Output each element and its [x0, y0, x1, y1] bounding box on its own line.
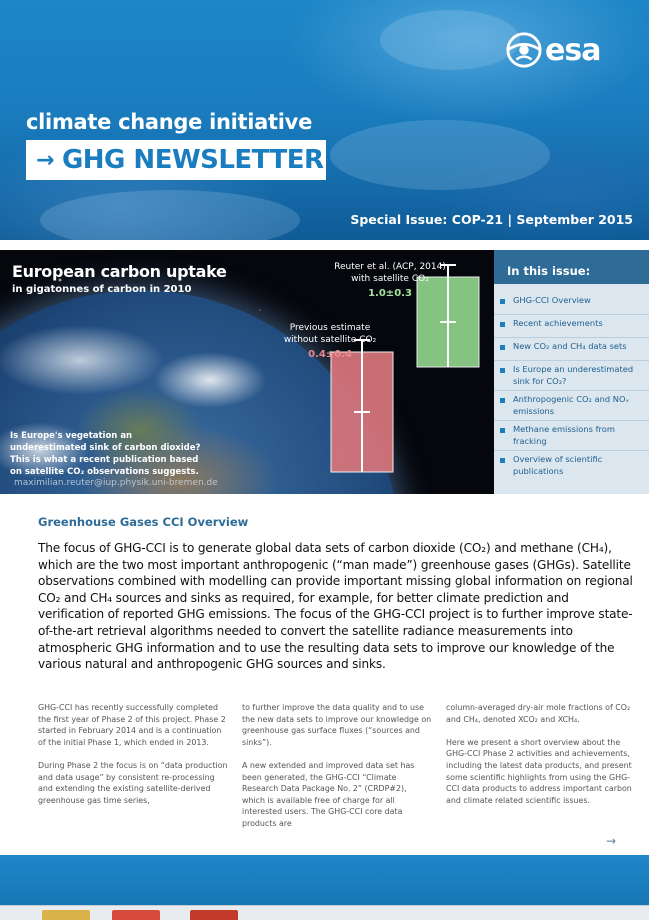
issue-link-anthropogenic[interactable]: Anthropogenic CO₂ and NOₓ emissions	[494, 391, 649, 421]
in-this-issue-heading: In this issue:	[494, 250, 649, 284]
taskbar-app-button[interactable]	[190, 910, 238, 920]
hero-caption: Is Europe's vegetation an underestimated…	[10, 431, 201, 477]
chart-subtitle: in gigatonnes of carbon in 2010	[12, 284, 192, 295]
bullet-icon	[500, 368, 505, 373]
issue-link-overview[interactable]: GHG-CCI Overview	[494, 292, 649, 315]
footer-band	[0, 855, 649, 905]
ice-texture	[40, 190, 300, 240]
chart-value-label-previous: 0.4±0.4	[308, 349, 352, 360]
paragraph: column-averaged dry-air mole fractions o…	[446, 703, 631, 724]
bullet-icon	[500, 428, 505, 433]
newsletter-title-box: → GHG NEWSLETTER	[26, 140, 326, 180]
paragraph: GHG-CCI has recently successfully comple…	[38, 703, 226, 747]
paragraph: Here we present a short overview about t…	[446, 737, 632, 805]
esa-logo-icon	[506, 32, 542, 68]
newsletter-header: esa climate change initiative → GHG NEWS…	[0, 0, 649, 240]
esa-wordmark: esa	[545, 32, 601, 68]
bullet-icon	[500, 345, 505, 350]
hero-credit[interactable]: maximilian.reuter@iup.physik.uni-bremen.…	[14, 478, 218, 488]
article-column-1: GHG-CCI has recently successfully comple…	[38, 702, 228, 841]
article-column-3: column-averaged dry-air mole fractions o…	[446, 702, 636, 841]
arrow-right-icon: →	[36, 147, 54, 173]
chart-title: European carbon uptake	[12, 262, 227, 281]
bullet-icon	[500, 458, 505, 463]
hero-image: European carbon uptake in gigatonnes of …	[0, 250, 494, 494]
paragraph: to further improve the data quality and …	[242, 703, 432, 747]
chart-label-previous: Previous estimate without satellite CO₂	[283, 323, 377, 345]
bullet-icon	[500, 299, 505, 304]
issue-link-europe-sink[interactable]: Is Europe an underestimated sink for CO₂…	[494, 361, 649, 391]
article-column-2: to further improve the data quality and …	[242, 702, 432, 841]
chart-label-reuter: Reuter et al. (ACP, 2014) with satellite …	[334, 262, 446, 284]
next-page-arrow-icon[interactable]: →	[606, 834, 617, 848]
ice-texture	[380, 10, 520, 70]
special-issue-label: Special Issue: COP-21 | September 2015	[350, 212, 633, 227]
issue-link-achievements[interactable]: Recent achievements	[494, 315, 649, 338]
issue-link-publications[interactable]: Overview of scientific publications	[494, 451, 649, 480]
in-this-issue-panel: In this issue: GHG-CCI Overview Recent a…	[494, 250, 649, 494]
lead-paragraph: The focus of GHG-CCI is to generate glob…	[38, 541, 633, 672]
esa-logo: esa	[505, 30, 615, 70]
issue-link-data-sets[interactable]: New CO₂ and CH₄ data sets	[494, 338, 649, 361]
ice-texture	[330, 120, 550, 190]
chart-value-label-reuter: 1.0±0.3	[368, 288, 412, 299]
in-this-issue-list: GHG-CCI Overview Recent achievements New…	[494, 284, 649, 480]
taskbar-app-button[interactable]	[112, 910, 160, 920]
carbon-uptake-chart	[330, 264, 480, 473]
taskbar-app-button[interactable]	[42, 910, 90, 920]
paragraph: A new extended and improved data set has…	[242, 760, 415, 828]
taskbar	[0, 905, 649, 920]
bullet-icon	[500, 322, 505, 327]
bullet-icon	[500, 398, 505, 403]
issue-link-fracking[interactable]: Methane emissions from fracking	[494, 421, 649, 451]
initiative-label: climate change initiative	[26, 110, 313, 134]
article-columns: GHG-CCI has recently successfully comple…	[38, 702, 638, 841]
section-title: Greenhouse Gases CCI Overview	[38, 515, 249, 529]
newsletter-title: GHG NEWSLETTER	[61, 145, 324, 175]
paragraph: During Phase 2 the focus is on “data pro…	[38, 760, 228, 805]
